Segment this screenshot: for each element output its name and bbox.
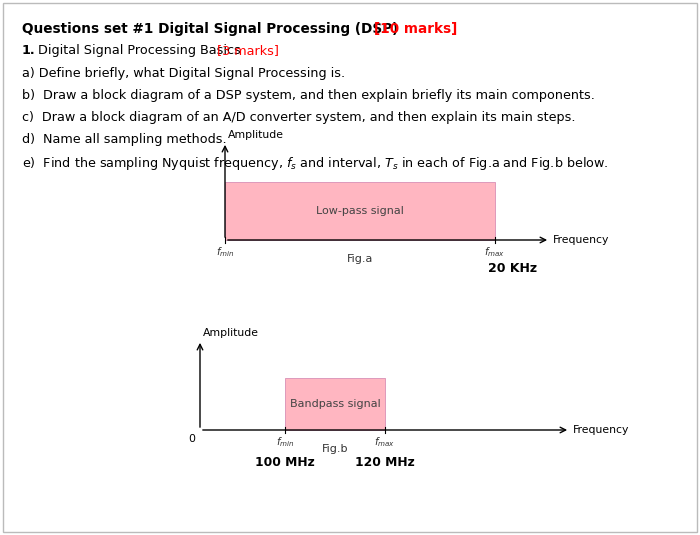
Text: Fig.a: Fig.a bbox=[346, 254, 373, 264]
Text: 100 MHz: 100 MHz bbox=[255, 456, 315, 469]
Text: Low-pass signal: Low-pass signal bbox=[316, 206, 404, 216]
Text: Bandpass signal: Bandpass signal bbox=[290, 399, 380, 409]
Text: 0: 0 bbox=[188, 434, 195, 444]
Text: Frequency: Frequency bbox=[573, 425, 629, 435]
Text: c)  Draw a block diagram of an A/D converter system, and then explain its main s: c) Draw a block diagram of an A/D conver… bbox=[22, 111, 575, 124]
Text: $f_{max}$: $f_{max}$ bbox=[374, 435, 395, 449]
Text: d)  Name all sampling methods.: d) Name all sampling methods. bbox=[22, 133, 227, 146]
Text: Fig.b: Fig.b bbox=[322, 444, 349, 454]
Text: e)  Find the sampling Nyquist frequency, $f_s$ and interval, $T_s$ in each of Fi: e) Find the sampling Nyquist frequency, … bbox=[22, 155, 608, 172]
Text: Questions set #1 Digital Signal Processing (DSP): Questions set #1 Digital Signal Processi… bbox=[22, 22, 398, 36]
Text: 120 MHz: 120 MHz bbox=[355, 456, 415, 469]
Text: $f_{max}$: $f_{max}$ bbox=[484, 245, 505, 259]
FancyBboxPatch shape bbox=[3, 3, 697, 532]
Text: 20 KHz: 20 KHz bbox=[489, 262, 538, 275]
Text: Digital Signal Processing Basics: Digital Signal Processing Basics bbox=[34, 44, 241, 57]
Bar bbox=[285, 378, 385, 430]
Bar bbox=[225, 182, 495, 240]
Text: a) Define briefly, what Digital Signal Processing is.: a) Define briefly, what Digital Signal P… bbox=[22, 67, 345, 80]
Text: [10 marks]: [10 marks] bbox=[374, 22, 457, 36]
Text: Amplitude: Amplitude bbox=[203, 328, 259, 338]
Text: Amplitude: Amplitude bbox=[228, 130, 284, 140]
Text: [3 marks]: [3 marks] bbox=[217, 44, 279, 57]
Text: $f_{min}$: $f_{min}$ bbox=[276, 435, 294, 449]
Text: Frequency: Frequency bbox=[553, 235, 610, 245]
Text: $f_{min}$: $f_{min}$ bbox=[216, 245, 234, 259]
Text: b)  Draw a block diagram of a DSP system, and then explain briefly its main comp: b) Draw a block diagram of a DSP system,… bbox=[22, 89, 595, 102]
Text: 1.: 1. bbox=[22, 44, 36, 57]
